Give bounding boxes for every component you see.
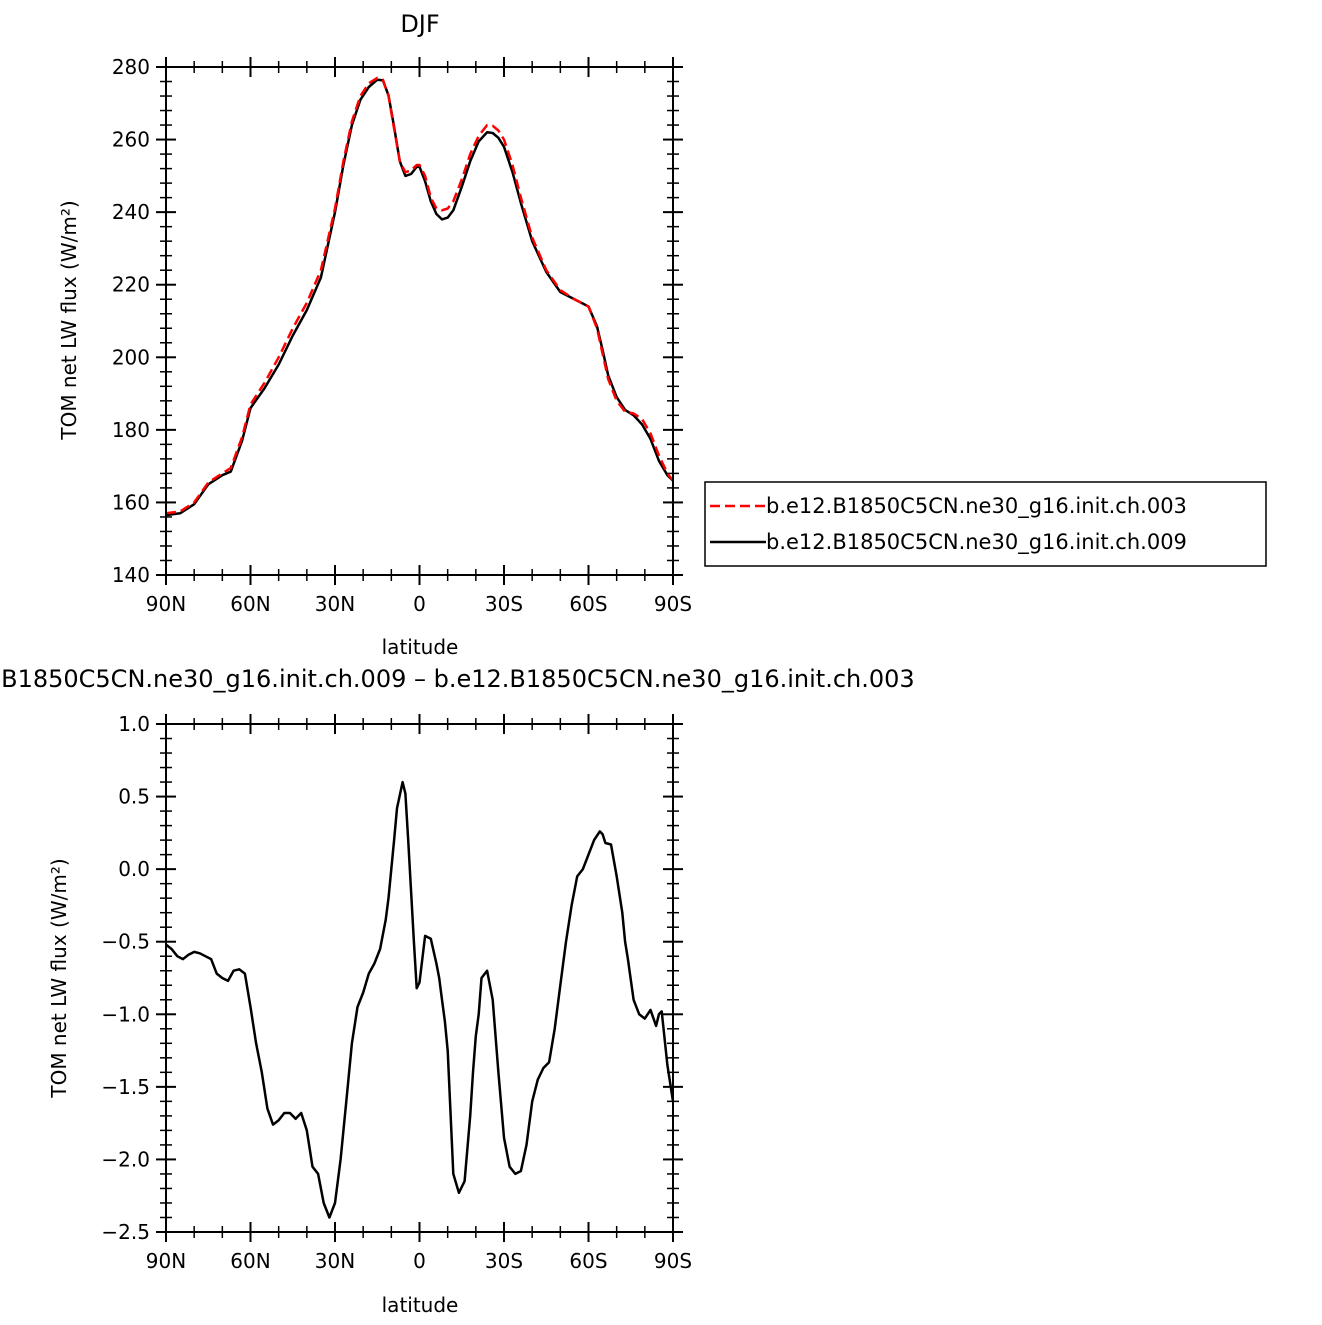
bottom-x-tick-label: 30N	[315, 1249, 355, 1273]
top-panel: DJF TOM net LW flux (W/m²) latitude 90N 6…	[57, 10, 1267, 659]
bottom-plot-frame	[165, 723, 674, 1233]
bottom-x-axis-label: latitude	[382, 1293, 459, 1317]
top-x-tick-label: 60S	[569, 592, 607, 616]
legend-label-ch009: b.e12.B1850C5CN.ne30_g16.init.ch.009	[766, 530, 1187, 555]
bottom-x-tick-label: 60N	[230, 1249, 270, 1273]
bottom-y-axis-label: TOM net LW flux (W/m²)	[47, 858, 71, 1098]
top-series-line-0	[165, 76, 674, 515]
legend-box	[704, 481, 1267, 567]
bottom-y-tick-label: −2.0	[101, 1147, 150, 1171]
top-x-tick-label: 90S	[654, 592, 692, 616]
bottom-x-tick-labels: 90N 60N 30N 0 30S 60S 90S	[146, 1249, 692, 1273]
bottom-y-tick-label: −2.5	[101, 1220, 150, 1244]
bottom-y-tick-label: −1.0	[101, 1002, 150, 1026]
top-x-tick-label: 0	[413, 592, 426, 616]
top-y-tick-label: 180	[112, 418, 150, 442]
top-y-tick-label: 280	[112, 55, 150, 79]
top-y-tick-label: 260	[112, 128, 150, 152]
top-axis-ticks	[156, 57, 683, 585]
top-x-tick-label: 90N	[146, 592, 186, 616]
top-x-axis-label: latitude	[382, 635, 459, 659]
bottom-y-tick-labels: −2.5 −2.0 −1.5 −1.0 −0.5 0.0 0.5 1.0	[101, 712, 150, 1244]
top-y-tick-label: 140	[112, 563, 150, 587]
bottom-series-lines	[165, 780, 675, 1219]
bottom-chart-title: b.e12.B1850C5CN.ne30_g16.init.ch.009 – b…	[0, 665, 915, 693]
bottom-x-tick-label: 90S	[654, 1249, 692, 1273]
bottom-y-tick-label: 1.0	[118, 712, 150, 736]
bottom-x-tick-label: 90N	[146, 1249, 186, 1273]
top-series-line-1	[165, 78, 674, 517]
top-series-lines	[165, 76, 674, 517]
top-y-axis-label: TOM net LW flux (W/m²)	[57, 200, 81, 440]
top-y-tick-label: 220	[112, 273, 150, 297]
bottom-axis-ticks	[156, 714, 683, 1242]
bottom-x-tick-label: 60S	[569, 1249, 607, 1273]
top-y-tick-label: 160	[112, 490, 150, 514]
top-y-tick-label: 200	[112, 345, 150, 369]
bottom-panel: b.e12.B1850C5CN.ne30_g16.init.ch.009 – b…	[0, 665, 915, 1317]
bottom-y-tick-label: 0.5	[118, 785, 150, 809]
bottom-y-tick-label: −0.5	[101, 930, 150, 954]
legend: b.e12.B1850C5CN.ne30_g16.init.ch.003 b.e…	[704, 481, 1267, 567]
bottom-x-tick-label: 30S	[485, 1249, 523, 1273]
top-x-tick-label: 60N	[230, 592, 270, 616]
top-x-tick-label: 30S	[485, 592, 523, 616]
legend-label-ch003: b.e12.B1850C5CN.ne30_g16.init.ch.003	[766, 494, 1187, 519]
bottom-series-line-0	[165, 780, 675, 1219]
bottom-x-tick-label: 0	[413, 1249, 426, 1273]
top-y-tick-label: 240	[112, 200, 150, 224]
top-y-tick-labels: 140 160 180 200 220 240 260 280	[112, 55, 150, 587]
top-x-tick-labels: 90N 60N 30N 0 30S 60S 90S	[146, 592, 692, 616]
top-chart-title: DJF	[400, 10, 439, 38]
top-x-tick-label: 30N	[315, 592, 355, 616]
top-plot-frame	[165, 66, 674, 576]
bottom-y-tick-label: 0.0	[118, 857, 150, 881]
bottom-y-tick-label: −1.5	[101, 1075, 150, 1099]
